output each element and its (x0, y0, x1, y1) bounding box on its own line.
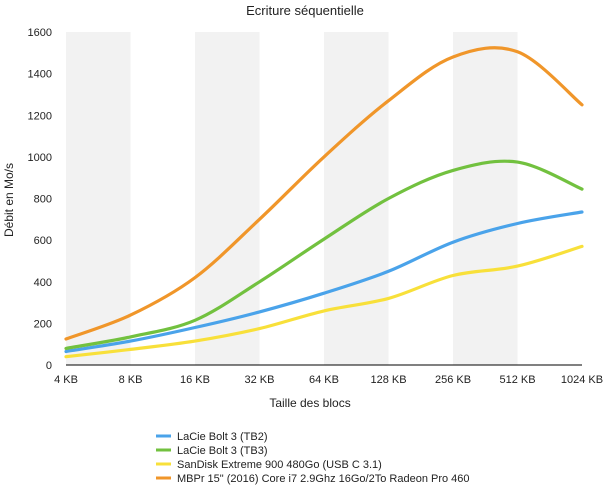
y-axis-ticks: 0 200 400 600 800 1000 1200 1400 1600 (28, 27, 52, 372)
series-lines (64, 46, 584, 359)
y-tick-label: 1400 (28, 69, 52, 81)
y-tick-label: 0 (46, 360, 52, 372)
x-tick-label: 32 KB (245, 374, 275, 386)
grid-band (259, 32, 324, 365)
y-tick-label: 200 (34, 318, 52, 330)
grid-band (66, 32, 131, 365)
y-tick-label: 1600 (28, 27, 52, 39)
y-tick-label: 1000 (28, 152, 52, 164)
y-tick-label: 600 (34, 235, 52, 247)
y-tick-label: 1200 (28, 110, 52, 122)
legend-label: LaCie Bolt 3 (TB2) (177, 431, 267, 443)
chart-title: Ecriture séquentielle (246, 3, 364, 18)
grid-band (324, 32, 389, 365)
series-line (64, 46, 584, 341)
series-line (64, 244, 584, 359)
y-tick-label: 800 (34, 194, 52, 206)
x-tick-label: 64 KB (309, 374, 339, 386)
grid-band (388, 32, 453, 365)
x-tick-label: 8 KB (119, 374, 143, 386)
series-line (64, 159, 584, 350)
y-tick-label: 400 (34, 277, 52, 289)
grid-band (517, 32, 582, 365)
x-axis-ticks: 4 KB 8 KB 16 KB 32 KB 64 KB 128 KB 256 KB 512 K… (54, 374, 603, 386)
legend-label: MBPr 15" (2016) Core i7 2.9Ghz 16Go/2To … (177, 473, 470, 485)
x-tick-label: 16 KB (180, 374, 210, 386)
legend-label: LaCie Bolt 3 (TB3) (177, 445, 267, 457)
x-tick-label: 256 KB (435, 374, 471, 386)
legend-label: SanDisk Extreme 900 480Go (USB C 3.1) (177, 459, 382, 471)
x-tick-label: 512 KB (499, 374, 535, 386)
x-tick-label: 4 KB (54, 374, 78, 386)
grid-band (130, 32, 195, 365)
grid-band (453, 32, 518, 365)
legend: LaCie Bolt 3 (TB2) LaCie Bolt 3 (TB3) SanD… (156, 431, 470, 485)
grid-band (195, 32, 260, 365)
grid-bands (66, 32, 582, 365)
x-tick-label: 128 KB (370, 374, 406, 386)
x-axis-label: Taille des blocs (269, 396, 350, 410)
y-axis-label: Débit en Mo/s (2, 163, 16, 237)
series-line (64, 210, 584, 354)
x-tick-label: 1024 KB (561, 374, 603, 386)
